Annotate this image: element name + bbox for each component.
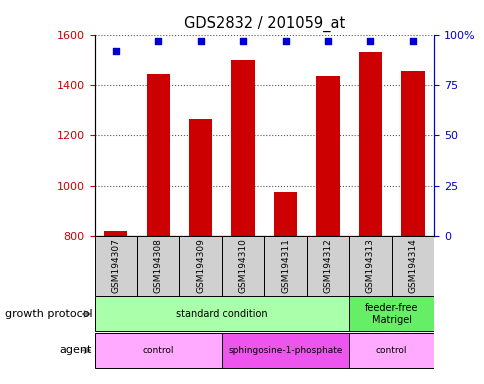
Bar xyxy=(146,74,169,236)
Bar xyxy=(94,296,348,331)
Bar xyxy=(316,76,339,236)
Bar xyxy=(94,236,136,296)
Text: GSM194310: GSM194310 xyxy=(238,238,247,293)
Bar xyxy=(348,333,433,368)
Point xyxy=(366,38,374,44)
Text: GSM194312: GSM194312 xyxy=(323,238,332,293)
Text: sphingosine-1-phosphate: sphingosine-1-phosphate xyxy=(228,346,342,355)
Bar xyxy=(348,236,391,296)
Text: GSM194309: GSM194309 xyxy=(196,238,205,293)
Bar xyxy=(104,231,127,236)
Text: control: control xyxy=(142,346,174,355)
Point xyxy=(154,38,162,44)
Bar xyxy=(179,236,221,296)
Point xyxy=(281,38,289,44)
Text: feeder-free
Matrigel: feeder-free Matrigel xyxy=(364,303,418,325)
Text: GSM194313: GSM194313 xyxy=(365,238,374,293)
Bar xyxy=(221,236,264,296)
Point xyxy=(197,38,204,44)
Bar xyxy=(231,60,254,236)
Bar xyxy=(136,236,179,296)
Bar xyxy=(348,296,433,331)
Bar xyxy=(264,236,306,296)
Bar xyxy=(94,333,221,368)
Bar xyxy=(273,192,297,236)
Text: GSM194314: GSM194314 xyxy=(408,238,417,293)
Text: GSM194307: GSM194307 xyxy=(111,238,120,293)
Title: GDS2832 / 201059_at: GDS2832 / 201059_at xyxy=(183,16,344,32)
Text: control: control xyxy=(375,346,407,355)
Bar xyxy=(221,333,348,368)
Text: growth protocol: growth protocol xyxy=(4,309,92,319)
Text: GSM194311: GSM194311 xyxy=(280,238,289,293)
Text: standard condition: standard condition xyxy=(176,309,267,319)
Bar xyxy=(391,236,433,296)
Bar xyxy=(400,71,424,236)
Point xyxy=(323,38,331,44)
Bar xyxy=(306,236,348,296)
Bar xyxy=(358,52,381,236)
Text: GSM194308: GSM194308 xyxy=(153,238,163,293)
Point xyxy=(112,48,120,54)
Text: agent: agent xyxy=(60,345,92,356)
Bar xyxy=(189,119,212,236)
Point xyxy=(239,38,246,44)
Point xyxy=(408,38,416,44)
